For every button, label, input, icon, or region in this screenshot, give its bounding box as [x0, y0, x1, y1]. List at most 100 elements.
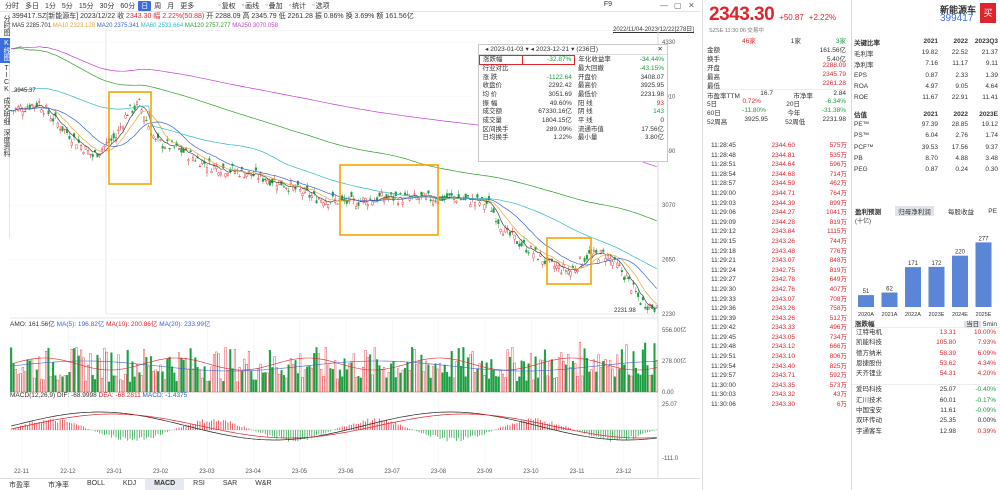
- indicator-tab-2[interactable]: BOLL: [78, 479, 114, 490]
- peer-row[interactable]: 宇通客车 12.98 0.39%: [852, 427, 1000, 437]
- volume-bar: [183, 360, 185, 392]
- stats-from-date[interactable]: 2023-01-03: [490, 45, 523, 54]
- candle-body: [418, 199, 420, 200]
- vtab-0[interactable]: 分时图: [0, 13, 10, 38]
- period-tab-8[interactable]: 周: [151, 1, 164, 11]
- volume-bar: [232, 369, 234, 392]
- volume-bar: [444, 365, 446, 392]
- buy-button[interactable]: 买: [980, 3, 996, 23]
- period-tab-4[interactable]: 15分: [76, 1, 97, 11]
- period-tab-10[interactable]: 更多: [177, 1, 197, 11]
- indicator-tab-7[interactable]: W&R: [246, 479, 280, 490]
- period-tab-3[interactable]: 5分: [59, 1, 76, 11]
- peer-row[interactable]: 天齐锂业 54.31 4.20%: [852, 369, 1000, 379]
- forecast-bar: [882, 293, 898, 307]
- tick-price: 2343.33: [757, 323, 795, 333]
- volume-bar: [472, 352, 474, 392]
- peer-row[interactable]: 双环传动 25.35 0.00%: [852, 416, 1000, 426]
- peer-list[interactable]: 江特电机 13.31 10.00% 凯能科技 105.80 7.93% 德方纳米 58.39 6…: [852, 328, 1000, 437]
- tool-3[interactable]: ▫ 统计: [286, 1, 309, 11]
- price-pct: +2.22%: [809, 13, 836, 22]
- volume-bar: [437, 369, 439, 392]
- close-icon[interactable]: ✕: [658, 45, 667, 54]
- vtab-2[interactable]: TICK: [0, 63, 10, 95]
- tick-time: 11:29:00: [711, 189, 757, 199]
- volume-bar: [523, 361, 525, 392]
- indicator-tab-6[interactable]: SAR: [214, 479, 246, 490]
- tool-2[interactable]: ▫ 叠加: [262, 1, 285, 11]
- peer-cell: 宇通客车: [856, 427, 906, 437]
- volume-bar: [484, 375, 486, 392]
- restore-icon[interactable]: ▢: [674, 1, 682, 10]
- indicator-tab-5[interactable]: RSI: [184, 479, 214, 490]
- tool-0[interactable]: ▫ 复权: [215, 1, 238, 11]
- peers-tab-day[interactable]: 当日: [964, 321, 981, 328]
- tool-4[interactable]: ▫ 选项: [309, 1, 332, 11]
- peer-row[interactable]: 凯能科技 105.80 7.93%: [852, 338, 1000, 348]
- peer-row[interactable]: 恩捷股份 53.62 4.34%: [852, 359, 1000, 369]
- tick-price: 2342.76: [757, 285, 795, 295]
- tick-volume: 819万: [795, 266, 847, 276]
- tick-volume: 596万: [795, 160, 847, 170]
- vtab-1[interactable]: K线图: [0, 38, 10, 63]
- peer-row[interactable]: 中国宝安 11.61 -0.09%: [852, 406, 1000, 416]
- perf-cell: -6.34%: [825, 98, 846, 107]
- vtab-3[interactable]: 成交明细: [0, 95, 10, 127]
- candle-body: [113, 134, 115, 138]
- volume-bar: [241, 371, 243, 392]
- peer-row[interactable]: 德方纳米 58.39 6.09%: [852, 349, 1000, 359]
- period-tab-1[interactable]: 多日: [22, 1, 42, 11]
- volume-bar: [362, 367, 364, 392]
- f9-button[interactable]: F9: [604, 1, 612, 8]
- candle-body: [239, 176, 241, 177]
- volume-bar: [395, 377, 397, 392]
- candle-body: [621, 271, 623, 272]
- stats-cell: 涨 跌: [480, 73, 523, 82]
- forecast-tab-pe[interactable]: PE: [988, 208, 997, 215]
- peers-tab-5min[interactable]: 5min: [983, 321, 997, 328]
- vtab-4[interactable]: 深度资料: [0, 127, 10, 159]
- tick-price: 2344.28: [757, 218, 795, 228]
- volume-bar: [290, 359, 292, 392]
- stats-to-date[interactable]: 2023-12-21: [536, 45, 569, 54]
- tick-price: 2344.27: [757, 208, 795, 218]
- indicator-tab-3[interactable]: KDJ: [114, 479, 145, 490]
- period-tab-2[interactable]: 1分: [42, 1, 59, 11]
- ratio-cell: ROA: [852, 81, 910, 92]
- volume-bar: [269, 350, 271, 392]
- volume-bar: [386, 378, 388, 392]
- candle-body: [101, 149, 103, 150]
- period-tab-5[interactable]: 30分: [97, 1, 118, 11]
- tick-volume: 734万: [795, 333, 847, 343]
- volume-bar: [181, 358, 183, 392]
- tick-list[interactable]: 11:28:45 2344.60 575万 11:28:48 2344.81 535万 11…: [703, 141, 850, 410]
- candle-body: [318, 198, 320, 199]
- candle-body: [297, 181, 299, 185]
- period-tab-0[interactable]: 分时: [2, 1, 22, 11]
- tool-icon: ▫: [265, 2, 267, 9]
- candle-body: [397, 203, 399, 204]
- indicator-tab-1[interactable]: 市净率: [39, 479, 78, 490]
- volume-bar: [66, 375, 68, 392]
- peer-row[interactable]: 爱玛科技 25.07 -0.40%: [852, 385, 1000, 395]
- indicator-tab-4[interactable]: MACD: [145, 479, 184, 490]
- volume-bar: [194, 358, 196, 392]
- ma5-legend: MA5 2285.701: [12, 23, 51, 29]
- peer-row[interactable]: 汇川技术 60.01 -0.17%: [852, 396, 1000, 406]
- indicator-tab-0[interactable]: 市盈率: [0, 479, 39, 490]
- stats-cell: -34.44%: [627, 56, 667, 65]
- period-tab-7[interactable]: 日: [138, 1, 151, 11]
- forecast-tab-profit[interactable]: 归母净利润: [895, 206, 934, 216]
- tool-1[interactable]: ▫ 画线: [239, 1, 262, 11]
- period-tab-9[interactable]: 月: [164, 1, 177, 11]
- forecast-bar: [905, 267, 921, 307]
- forecast-tab-eps[interactable]: 每股收益: [948, 206, 974, 216]
- period-tab-6[interactable]: 60分: [117, 1, 138, 11]
- minimize-icon[interactable]: —: [660, 1, 668, 10]
- candle-body: [125, 115, 127, 118]
- ma20-legend: MA20 2375.341: [97, 23, 139, 29]
- peer-row[interactable]: 江特电机 13.31 10.00%: [852, 328, 1000, 338]
- low-value: 低 2261.28: [279, 13, 313, 20]
- close-icon[interactable]: ✕: [688, 1, 695, 10]
- candle-body: [48, 111, 50, 114]
